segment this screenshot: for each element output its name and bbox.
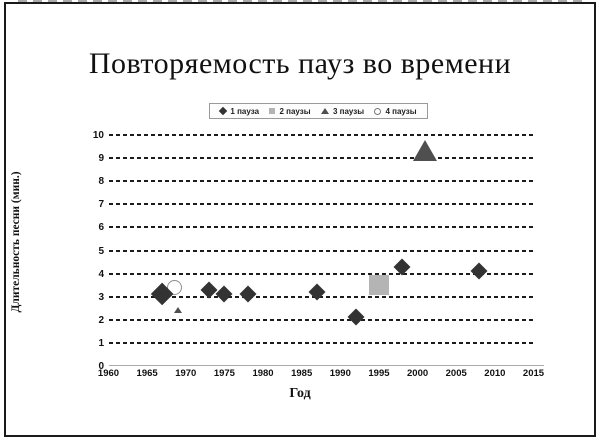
data-point-diamond <box>215 285 233 303</box>
x-axis-line <box>108 365 544 366</box>
data-point-triangle <box>174 307 183 314</box>
gridline-y-7 <box>108 203 534 206</box>
x-tick-label: 1995 <box>368 368 390 379</box>
data-point-square <box>368 275 389 296</box>
gridline-y-3 <box>108 295 534 298</box>
legend-item-2-pauses: 2 паузы <box>269 106 311 116</box>
scan-artifact <box>18 0 583 3</box>
gridline-y-1 <box>108 341 534 344</box>
gridline-y-10 <box>108 134 534 136</box>
x-tick-label: 1980 <box>252 368 274 379</box>
y-tick-label: 4 <box>98 268 104 280</box>
data-point-diamond <box>308 283 326 301</box>
y-tick-label: 2 <box>98 314 104 326</box>
gridline-y-2 <box>108 318 534 321</box>
x-tick-label: 2000 <box>407 368 429 379</box>
y-tick-label: 1 <box>98 337 104 349</box>
x-tick-label: 1965 <box>136 368 158 379</box>
legend-label: 3 паузы <box>332 106 365 116</box>
x-tick-label: 1970 <box>175 368 197 379</box>
square-marker-icon <box>269 108 276 114</box>
legend-item-4-pauses: 4 паузы <box>374 106 417 116</box>
gridline-y-6 <box>108 226 534 229</box>
slide-border <box>4 2 596 437</box>
legend-label: 1 пауза <box>230 106 260 116</box>
legend-item-3-pauses: 3 паузы <box>320 106 365 116</box>
legend-label: 4 паузы <box>385 106 417 116</box>
legend-label: 2 паузы <box>279 106 311 116</box>
x-tick-label: 1960 <box>97 368 120 379</box>
circle-marker-icon <box>374 107 382 115</box>
data-point-triangle <box>412 140 437 162</box>
chart-title: Повторяемость пауз во времени <box>88 47 512 80</box>
data-point-diamond <box>347 308 365 326</box>
x-tick-label: 1975 <box>213 368 235 379</box>
y-tick-label: 10 <box>92 130 104 141</box>
y-tick-label: 3 <box>98 291 104 303</box>
gridline-y-5 <box>108 249 534 252</box>
x-tick-label: 1990 <box>329 368 351 379</box>
x-tick-label: 2015 <box>522 368 545 379</box>
legend-item-1-pause: 1 пауза <box>219 106 260 116</box>
y-tick-label: 6 <box>98 222 104 234</box>
y-tick-label: 8 <box>98 176 104 188</box>
x-tick-label: 2005 <box>445 368 467 379</box>
y-tick-label: 0 <box>98 361 104 372</box>
data-point-diamond <box>239 285 257 303</box>
y-tick-label: 9 <box>98 153 104 165</box>
gridline-y-9 <box>108 157 534 160</box>
x-axis-title: Год <box>289 386 311 401</box>
x-tick-label: 2010 <box>484 368 506 379</box>
gridline-y-8 <box>108 180 534 183</box>
triangle-marker-icon <box>320 108 329 114</box>
x-tick-label: 1985 <box>291 368 313 379</box>
y-axis-title: Длительность песни (мин.) <box>10 171 22 313</box>
data-point-diamond <box>470 262 488 280</box>
y-tick-label: 7 <box>98 199 104 211</box>
gridline-y-4 <box>108 272 534 275</box>
y-tick-label: 5 <box>98 245 104 257</box>
chart-legend: 1 пауза 2 паузы 3 паузы 4 паузы <box>209 103 428 119</box>
